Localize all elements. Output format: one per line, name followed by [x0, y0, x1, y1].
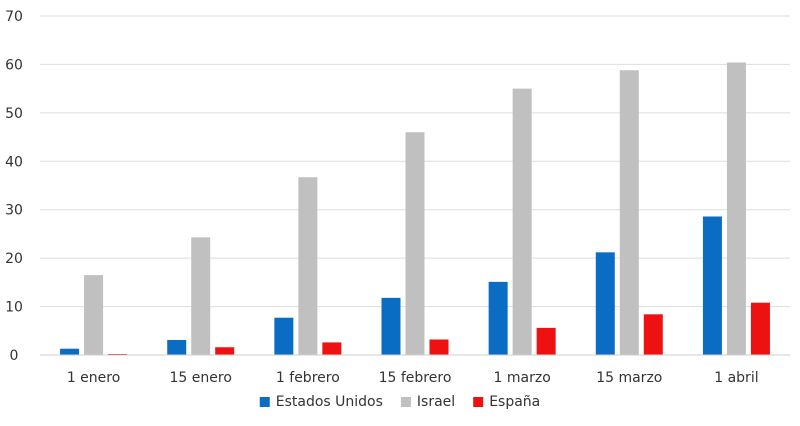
bar-israel-0: [84, 275, 104, 355]
bar-estados-unidos-1: [167, 339, 187, 355]
bar-estados-unidos-5: [595, 252, 615, 355]
x-tick-label: 1 enero: [67, 370, 120, 386]
bar-españa-3: [429, 339, 449, 355]
x-axis-ticks: 1 enero 15 enero 1 febrero 15 febrero 1 marz…: [67, 370, 759, 386]
x-tick-label: 1 abril: [714, 370, 758, 386]
bar-israel-4: [512, 88, 532, 356]
bar-españa-1: [215, 347, 235, 355]
bar-españa-4: [536, 327, 556, 355]
legend-label: Israel: [417, 394, 455, 410]
bar-israel-1: [191, 237, 211, 355]
x-tick-label: 15 febrero: [379, 370, 452, 386]
y-tick-label: 10: [5, 300, 23, 316]
x-tick-label: 1 marzo: [494, 370, 551, 386]
bars: [60, 62, 770, 356]
bar-israel-3: [405, 132, 425, 355]
bar-israel-6: [726, 62, 746, 356]
y-axis-ticks: 0 10 20 30 40 50 60 70: [5, 9, 23, 364]
y-tick-label: 20: [5, 251, 23, 267]
legend-swatch: [473, 397, 484, 407]
bar-estados-unidos-0: [60, 348, 80, 355]
bar-estados-unidos-4: [488, 281, 508, 355]
bar-estados-unidos-3: [381, 297, 401, 355]
legend-swatch: [400, 397, 411, 407]
y-tick-label: 0: [10, 348, 19, 364]
x-tick-label: 15 marzo: [596, 370, 662, 386]
y-tick-label: 70: [5, 9, 23, 25]
bar-españa-6: [750, 302, 770, 355]
legend-swatch: [259, 397, 270, 407]
legend-label: España: [489, 394, 540, 410]
legend-label: Estados Unidos: [276, 394, 383, 410]
x-tick-label: 15 enero: [170, 370, 232, 386]
bar-españa-5: [643, 314, 663, 355]
bar-israel-5: [619, 70, 639, 356]
y-tick-label: 60: [5, 57, 23, 73]
bar-israel-2: [298, 177, 318, 355]
bar-estados-unidos-6: [702, 216, 722, 355]
bar-españa-2: [322, 342, 342, 355]
x-tick-label: 1 febrero: [276, 370, 340, 386]
y-tick-label: 30: [5, 203, 23, 219]
legend: Estados Unidos Israel España: [259, 394, 540, 410]
y-tick-label: 50: [5, 106, 23, 122]
y-tick-label: 40: [5, 154, 23, 170]
bar-estados-unidos-2: [274, 317, 294, 355]
